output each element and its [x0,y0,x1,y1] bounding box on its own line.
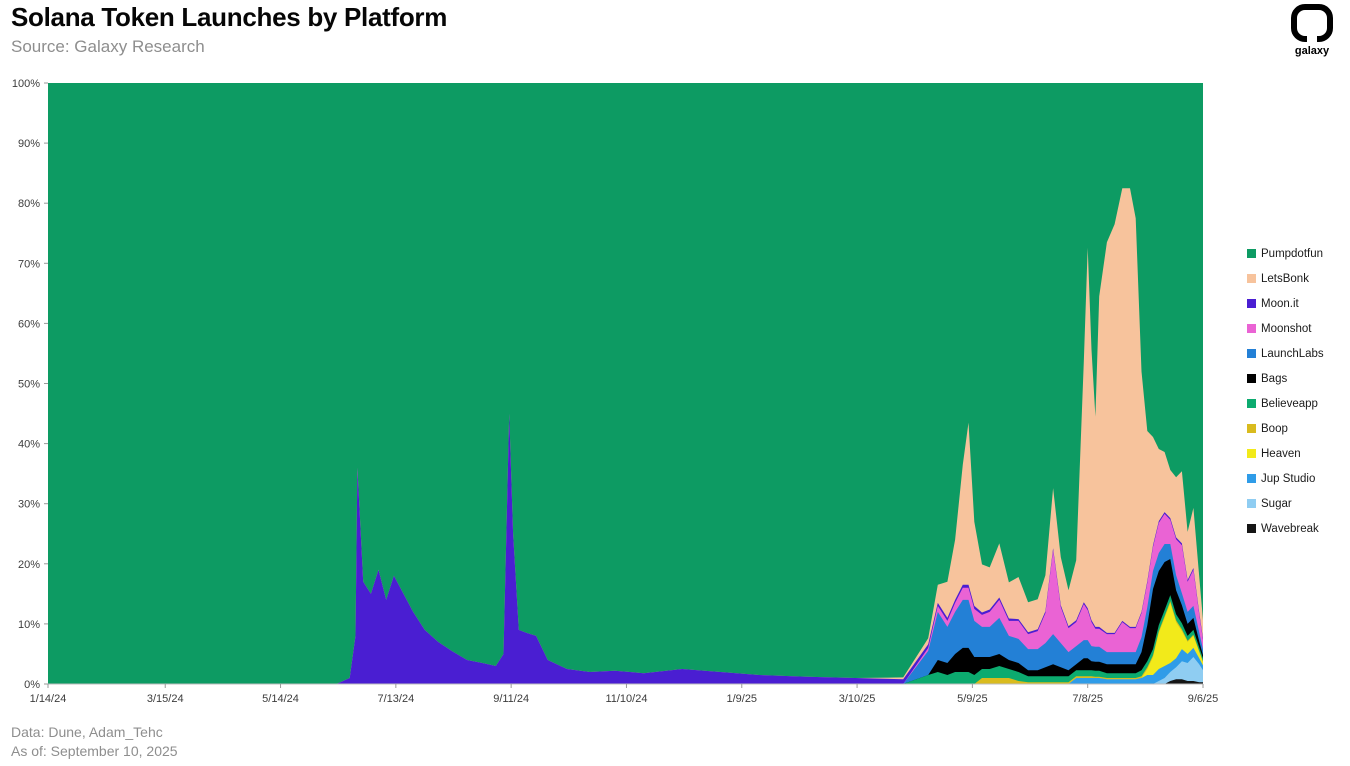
x-tick-label: 9/6/25 [1188,693,1219,705]
legend-label: Moonshot [1261,322,1312,335]
area-jup-studio [48,647,1203,684]
x-tick-label: 1/9/25 [726,693,757,705]
legend-swatch [1247,474,1256,483]
legend-label: LetsBonk [1261,272,1309,285]
legend-swatch [1247,274,1256,283]
y-tick-label: 30% [18,499,40,511]
y-tick-label: 0% [24,679,40,691]
legend-label: Moon.it [1261,297,1299,310]
legend-item-believeapp: Believeapp [1247,397,1324,410]
legend-item-letsbonk: LetsBonk [1247,272,1324,285]
x-tick-label: 1/14/24 [30,693,67,705]
y-tick-label: 50% [18,379,40,391]
legend-swatch [1247,524,1256,533]
legend-swatch [1247,249,1256,258]
x-tick-label: 7/13/24 [377,693,414,705]
y-tick-label: 60% [18,318,40,330]
y-tick-label: 100% [12,78,40,90]
page-title: Solana Token Launches by Platform [11,2,448,32]
legend-item-boop: Boop [1247,422,1324,435]
x-tick-label: 5/14/24 [262,693,299,705]
legend-swatch [1247,499,1256,508]
x-tick-label: 7/8/25 [1072,693,1103,705]
legend-item-moon-it: Moon.it [1247,297,1324,310]
legend-label: Boop [1261,422,1288,435]
galaxy-logo-icon [1291,4,1333,42]
x-tick-label: 5/9/25 [957,693,988,705]
legend-item-sugar: Sugar [1247,497,1324,510]
legend-item-bags: Bags [1247,372,1324,385]
y-tick-label: 20% [18,559,40,571]
legend-swatch [1247,399,1256,408]
legend-label: Jup Studio [1261,472,1316,485]
x-tick-label: 11/10/24 [605,693,647,705]
y-tick-label: 90% [18,138,40,150]
x-tick-label: 3/15/24 [147,693,184,705]
legend-label: Pumpdotfun [1261,247,1324,260]
legend-label: Wavebreak [1261,522,1319,535]
x-tick-label: 9/11/24 [493,693,529,705]
galaxy-logo: galaxy [1284,4,1340,57]
legend-item-moonshot: Moonshot [1247,322,1324,335]
legend-item-heaven: Heaven [1247,447,1324,460]
legend-label: Bags [1261,372,1288,385]
legend-item-wavebreak: Wavebreak [1247,522,1324,535]
y-tick-label: 70% [18,258,40,270]
area-pumpdotfun [48,83,1203,684]
chart-footer: Data: Dune, Adam_Tehc As of: September 1… [11,723,178,761]
chart-legend: Pumpdotfun LetsBonk Moon.it Moonshot LaunchL… [1247,247,1324,547]
source-subtitle: Source: Galaxy Research [11,37,205,56]
footer-as-of: As of: September 10, 2025 [11,742,178,759]
x-tick-label: 3/10/25 [839,693,876,705]
legend-label: Heaven [1261,447,1301,460]
legend-label: Believeapp [1261,397,1318,410]
legend-swatch [1247,374,1256,383]
legend-swatch [1247,449,1256,458]
legend-item-pumpdotfun: Pumpdotfun [1247,247,1324,260]
legend-swatch [1247,324,1256,333]
legend-item-jup-studio: Jup Studio [1247,472,1324,485]
y-tick-label: 80% [18,198,40,210]
area-believeapp [48,595,1203,684]
legend-swatch [1247,349,1256,358]
y-tick-label: 10% [18,619,40,631]
legend-swatch [1247,424,1256,433]
legend-swatch [1247,299,1256,308]
footer-data-source: Data: Dune, Adam_Tehc [11,724,163,740]
legend-label: LaunchLabs [1261,347,1324,360]
galaxy-logo-label: galaxy [1294,45,1330,57]
y-tick-label: 40% [18,439,40,451]
legend-item-launchlabs: LaunchLabs [1247,347,1324,360]
legend-label: Sugar [1261,497,1292,510]
